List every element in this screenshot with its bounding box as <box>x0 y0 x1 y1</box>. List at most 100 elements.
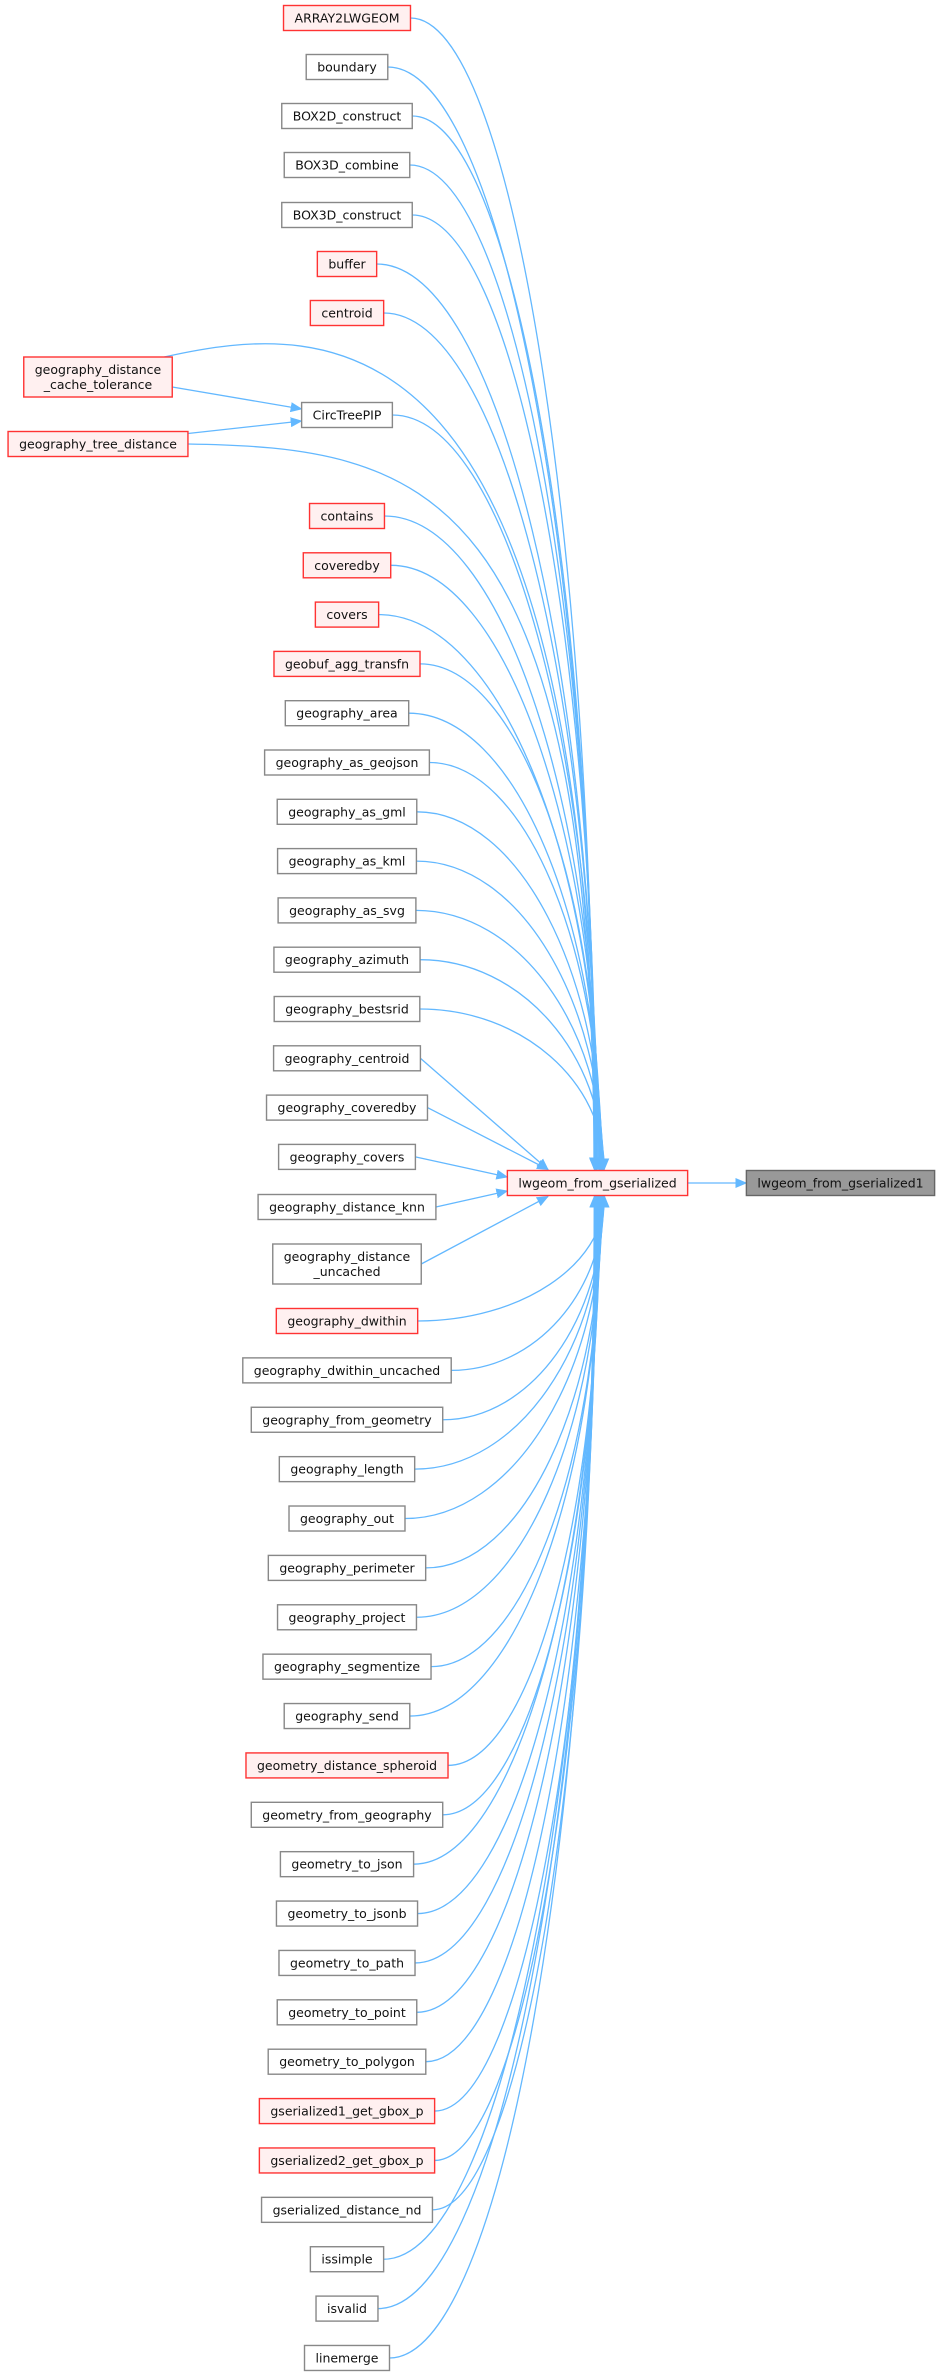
node-label: ARRAY2LWGEOM <box>295 11 400 26</box>
node-geography-as-kml[interactable]: geography_as_kml <box>276 847 418 875</box>
node-coveredby[interactable]: coveredby <box>302 552 392 579</box>
node-label-line: lwgeom_from_gserialized1 <box>757 1176 923 1191</box>
node-geography-centroid[interactable]: geography_centroid <box>272 1045 422 1072</box>
node-box3d-construct[interactable]: BOX3D_construct <box>281 201 413 229</box>
node-label: contains <box>321 509 374 524</box>
node-gserialized1-get-gbox-p[interactable]: gserialized1_get_gbox_p <box>258 2097 436 2125</box>
node-geography-as-svg[interactable]: geography_as_svg <box>277 897 417 924</box>
node-box <box>745 1169 936 1197</box>
node-label-line: lwgeom_from_gserialized <box>518 1176 676 1191</box>
node-geography-send[interactable]: geography_send <box>283 1702 411 1730</box>
node-box <box>276 1604 418 1631</box>
node-label-line: geography_as_geojson <box>276 755 419 770</box>
node-geography-distance-knn[interactable]: geography_distance_knn <box>257 1193 437 1221</box>
node-label-line: geography_as_gml <box>288 804 406 819</box>
node-label-line: geography_distance_knn <box>269 1200 425 1215</box>
node-label-line: geography_segmentize <box>274 1659 420 1674</box>
node-geography-as-gml[interactable]: geography_as_gml <box>276 798 418 825</box>
node-box <box>250 1406 444 1433</box>
node-box <box>257 1193 437 1221</box>
node-geography-as-geojson[interactable]: geography_as_geojson <box>263 749 431 776</box>
node-label: geography_perimeter <box>279 1560 415 1575</box>
node-label-line: _cache_tolerance <box>43 377 153 392</box>
node-geometry-to-polygon[interactable]: geometry_to_polygon <box>267 2048 427 2075</box>
edge-linemerge <box>389 1195 600 2359</box>
node-label-line: BOX3D_combine <box>295 158 399 173</box>
node-geometry-to-json[interactable]: geometry_to_json <box>279 1850 415 1878</box>
node-geography-bestsrid[interactable]: geography_bestsrid <box>273 995 421 1023</box>
node-geography-dwithin[interactable]: geography_dwithin <box>275 1307 419 1335</box>
node-label: linemerge <box>316 2350 379 2365</box>
node-box <box>265 1094 429 1121</box>
node-boundary[interactable]: boundary <box>305 53 389 81</box>
node-geography-out[interactable]: geography_out <box>288 1505 406 1532</box>
node-geometry-to-jsonb[interactable]: geometry_to_jsonb <box>275 1900 419 1927</box>
node-centroid[interactable]: centroid <box>309 299 385 327</box>
node-box <box>267 1554 427 1582</box>
node-box <box>283 151 411 179</box>
node-label-line: geometry_to_path <box>290 1955 404 1970</box>
node-geography-perimeter[interactable]: geography_perimeter <box>267 1554 427 1582</box>
node-geography-project[interactable]: geography_project <box>276 1604 418 1631</box>
node-label-line: BOX2D_construct <box>293 109 402 124</box>
node-label-line: isvalid <box>327 2301 367 2316</box>
node-box <box>273 946 421 973</box>
node-box2d-construct[interactable]: BOX2D_construct <box>281 102 413 130</box>
node-circtreepip[interactable]: CircTreePIP <box>300 401 394 429</box>
edge-geography-azimuth <box>420 959 609 1171</box>
node-isvalid[interactable]: isvalid <box>315 2295 379 2322</box>
node-geography-area[interactable]: geography_area <box>284 700 410 727</box>
node-contains[interactable]: contains <box>308 502 386 530</box>
node-box <box>278 1949 416 1977</box>
node-label-line: ARRAY2LWGEOM <box>295 11 400 26</box>
node-box <box>300 401 394 429</box>
node-issimple[interactable]: issimple <box>309 2246 385 2273</box>
node-box <box>277 1143 417 1171</box>
node-box3d-combine[interactable]: BOX3D_combine <box>283 151 411 179</box>
edge-geography-tree-distance-to-center <box>187 443 599 1170</box>
node-geography-segmentize[interactable]: geography_segmentize <box>262 1653 432 1680</box>
node-array2lwgeom[interactable]: ARRAY2LWGEOM <box>282 4 412 32</box>
node-box <box>283 1702 411 1730</box>
node-label-line: geography_dwithin <box>287 1314 406 1329</box>
node-geography-coveredby[interactable]: geography_coveredby <box>265 1094 429 1121</box>
edge-geography-dwithin <box>417 1195 610 1322</box>
edge-geography-as-kml <box>416 860 608 1171</box>
node-label: isvalid <box>327 2301 367 2316</box>
node-label: geometry_from_geography <box>262 1807 432 1822</box>
edge-geography-bestsrid <box>419 1008 610 1171</box>
node-label: geography_from_geometry <box>262 1412 432 1427</box>
node-box <box>278 1455 416 1483</box>
edge-geography-as-gml <box>416 811 608 1171</box>
node-geobuf-agg-transfn[interactable]: geobuf_agg_transfn <box>273 650 421 678</box>
node-geography-azimuth[interactable]: geography_azimuth <box>273 946 421 973</box>
node-geography-length[interactable]: geography_length <box>278 1455 416 1483</box>
node-label-line: linemerge <box>316 2350 379 2365</box>
node-label: geography_area <box>296 706 397 721</box>
node-geometry-from-geography[interactable]: geometry_from_geography <box>250 1801 444 1829</box>
node-gserialized2-get-gbox-p[interactable]: gserialized2_get_gbox_p <box>258 2147 436 2174</box>
node-box <box>276 798 418 825</box>
node-gserialized-distance-nd[interactable]: gserialized_distance_nd <box>260 2196 434 2224</box>
edge-geometry-to-polygon <box>425 1195 603 2063</box>
node-geometry-to-point[interactable]: geometry_to_point <box>276 1999 418 2026</box>
node-lwgeom-from-gserialized[interactable]: lwgeom_from_gserialized <box>506 1169 689 1197</box>
node-box <box>314 601 380 628</box>
node-geography-distance-uncached[interactable]: geography_distance _uncached <box>272 1243 422 1285</box>
node-geography-covers[interactable]: geography_covers <box>277 1143 417 1171</box>
node-target-lwgeom-from-gserialized1[interactable]: lwgeom_from_gserialized1 <box>745 1169 936 1197</box>
node-geometry-to-path[interactable]: geometry_to_path <box>278 1949 416 1977</box>
node-geography-distance-cache-tolerance[interactable]: geography_distance _cache_tolerance <box>23 356 173 398</box>
node-geography-from-geometry[interactable]: geography_from_geometry <box>250 1406 444 1433</box>
node-covers[interactable]: covers <box>314 601 380 628</box>
node-geometry-distance-spheroid[interactable]: geometry_distance_spheroid <box>245 1752 449 1779</box>
node-geography-dwithin-uncached[interactable]: geography_dwithin_uncached <box>242 1357 452 1384</box>
node-box <box>250 1801 444 1829</box>
node-box <box>263 749 431 776</box>
node-buffer[interactable]: buffer <box>316 250 378 278</box>
node-linemerge[interactable]: linemerge <box>303 2344 391 2372</box>
node-label: BOX3D_combine <box>295 158 399 173</box>
node-geography-tree-distance[interactable]: geography_tree_distance <box>7 430 189 458</box>
node-box <box>309 299 385 327</box>
